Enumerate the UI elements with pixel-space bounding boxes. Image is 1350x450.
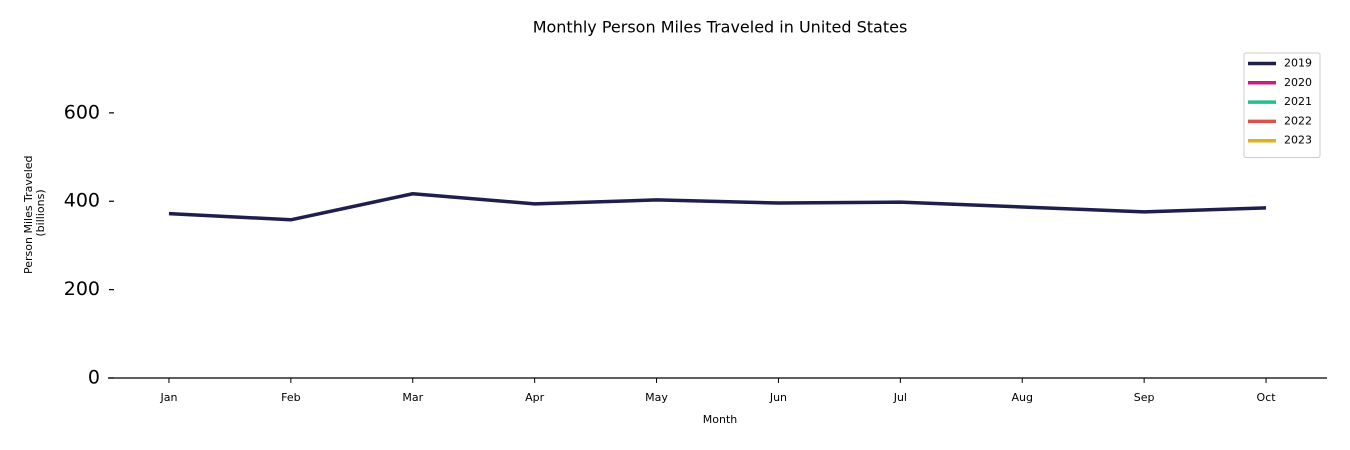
legend-label: 2023 [1284, 134, 1312, 147]
series-line [168, 191, 1267, 222]
x-tick-label: Apr [525, 391, 545, 404]
y-axis-label: Person Miles Traveled (billions) [22, 152, 47, 274]
y-axis-label-line: (billions) [34, 189, 47, 236]
x-tick-label: Jun [769, 391, 787, 404]
x-tick-label: May [645, 391, 668, 404]
legend-label: 2022 [1284, 114, 1312, 127]
legend-label: 2019 [1284, 57, 1312, 70]
x-tick-label: Aug [1012, 391, 1033, 404]
y-tick-label: 200 [64, 278, 100, 300]
legend-label: 2021 [1284, 95, 1312, 108]
y-axis-label-line: Person Miles Traveled [22, 155, 35, 274]
x-tick-label: Jan [159, 391, 177, 404]
x-tick-label: Feb [281, 391, 300, 404]
y-tick-label: 0 [88, 367, 100, 389]
y-tick-label: 400 [64, 190, 100, 212]
x-tick-label: Oct [1257, 391, 1277, 404]
x-tick-label: Mar [402, 391, 423, 404]
legend-label: 2020 [1284, 76, 1312, 89]
legend-box [1243, 52, 1321, 158]
y-tick-label: 600 [64, 101, 100, 123]
x-tick-label: Jul [893, 391, 907, 404]
x-axis-label: Month [703, 413, 738, 426]
chart-title: Monthly Person Miles Traveled in United … [533, 18, 908, 37]
x-tick-label: Sep [1134, 391, 1155, 404]
